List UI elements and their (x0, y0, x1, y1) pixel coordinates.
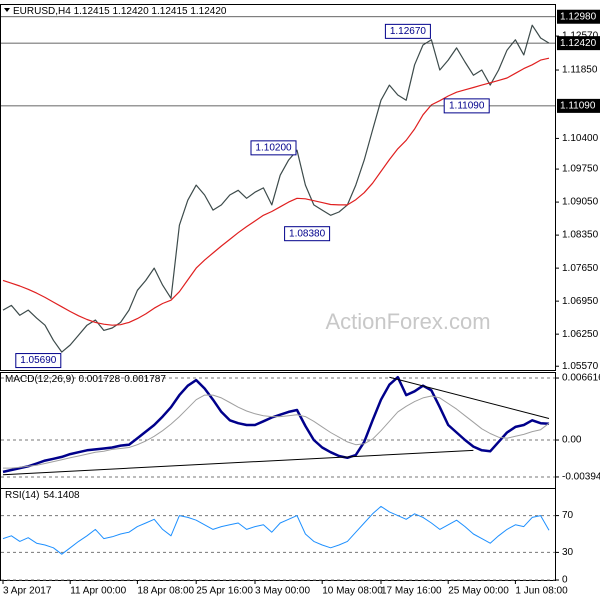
title-text: RSI(14) (5, 490, 39, 501)
x-tick-label: 17 May 16:00 (381, 586, 442, 597)
level-box (557, 36, 600, 51)
title-value: 0.001728 (78, 374, 120, 385)
panel-title: EURUSD,H4 1.12415 1.12420 1.12415 1.1242… (13, 6, 227, 17)
x-tick-label: 10 May 08:00 (322, 586, 383, 597)
y-tick-label: 70 (562, 510, 574, 521)
title-value: 0.001787 (124, 374, 166, 385)
trend-line (2, 449, 474, 476)
series-line (3, 394, 550, 469)
annotation-label: 1.12670 (390, 26, 427, 37)
level-label: 1.12420 (560, 38, 597, 49)
y-tick-label: 1.11850 (562, 65, 598, 76)
symbol-icon (4, 8, 10, 12)
y-tick-label: -0.003942 (562, 472, 600, 483)
annotation-box (15, 353, 62, 369)
series-line (2, 505, 550, 555)
level-box (557, 98, 600, 113)
y-tick-label: 1.08350 (562, 230, 599, 241)
annotation-box (384, 23, 431, 39)
annotation-box (250, 140, 297, 156)
x-tick-label: 11 Apr 00:00 (70, 586, 126, 597)
y-tick-label: 1.06250 (562, 329, 599, 340)
x-tick-label: 3 May 00:00 (255, 586, 310, 597)
y-tick-label: 1.07650 (562, 263, 599, 274)
level-box (557, 9, 600, 24)
x-tick-label: 18 Apr 08:00 (137, 586, 194, 597)
series-line (2, 24, 550, 353)
y-tick-label: 1.09750 (562, 164, 599, 175)
annotation-label: 1.10200 (255, 142, 292, 153)
annotation-box (284, 226, 331, 242)
y-tick-label: 1.10400 (562, 133, 599, 144)
y-tick-label: 1.09050 (562, 197, 599, 208)
level-label: 1.11090 (560, 101, 596, 112)
annotation-label: 1.08380 (289, 228, 326, 239)
series-line (2, 57, 550, 326)
title-text: EURUSD,H4 1.12415 1.12420 1.12415 1.1242… (13, 6, 227, 17)
y-tick-label: 0 (562, 575, 568, 586)
title-value: 54.1408 (43, 490, 80, 501)
x-tick-label: 25 Apr 16:00 (196, 586, 253, 597)
panel-title: MACD(12,26,9) 0.001728 0.001787 (5, 374, 166, 385)
x-tick-label: 1 Jun 08:00 (515, 586, 568, 597)
annotation-label: 1.11090 (449, 101, 485, 112)
y-tick-label: 1.05570 (562, 361, 599, 372)
y-tick-label: 1.06950 (562, 296, 599, 307)
level-label: 1.12980 (560, 11, 597, 22)
y-tick-label: 0.00 (562, 435, 582, 446)
annotation-box (443, 98, 490, 114)
price-panel (0, 4, 556, 371)
panel-title: RSI(14) 54.1408 (5, 490, 80, 501)
annotation-label: 1.05690 (20, 355, 57, 366)
x-tick-label: 3 Apr 2017 (3, 586, 52, 597)
x-tick-label: 25 May 00:00 (448, 586, 509, 597)
trend-line (389, 376, 550, 419)
watermark: ActionForex.com (325, 309, 490, 334)
y-tick-label: 30 (562, 547, 574, 558)
y-tick-label: 0.006616 (562, 373, 600, 384)
title-text: MACD(12,26,9) (5, 374, 74, 385)
